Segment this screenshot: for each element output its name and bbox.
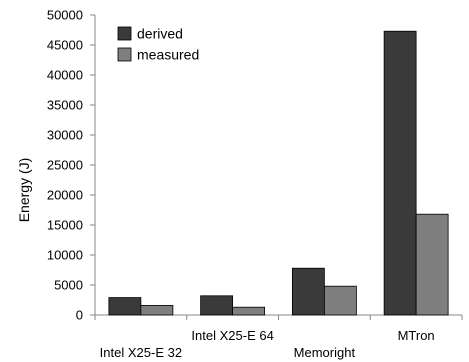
legend-label-derived: derived (137, 26, 183, 42)
category-label: Intel X25-E 64 (191, 328, 273, 343)
legend-swatch-derived (117, 26, 132, 41)
y-tick-label: 25000 (47, 158, 83, 173)
y-tick-label: 0 (76, 308, 83, 323)
bar-measured (323, 285, 357, 316)
category-label: Intel X25-E 32 (100, 345, 182, 360)
y-tick-label: 20000 (47, 188, 83, 203)
bar-derived (383, 30, 417, 316)
y-tick-label: 10000 (47, 248, 83, 263)
legend: derived measured (117, 26, 199, 63)
y-tick-label: 40000 (47, 68, 83, 83)
bar-measured (232, 306, 266, 316)
y-tick-label: 5000 (54, 278, 83, 293)
x-axis-category-labels: Intel X25-E 32 Intel X25-E 64 Memoright MTr… (100, 328, 435, 360)
y-tick-label: 35000 (47, 98, 83, 113)
y-tick-label: 15000 (47, 218, 83, 233)
bar-derived (200, 295, 234, 316)
y-axis-tick-labels: 0 5000 10000 15000 20000 25000 30000 35000 40000… (47, 8, 83, 323)
y-tick-label: 45000 (47, 38, 83, 53)
legend-label-measured: measured (137, 47, 199, 63)
y-axis-ticks (90, 14, 95, 316)
category-label: Memoright (294, 345, 356, 360)
y-tick-label: 50000 (47, 8, 83, 23)
bar-derived (291, 267, 325, 316)
legend-swatch-measured (117, 47, 132, 62)
y-axis-title: Energy (J) (16, 158, 32, 223)
x-axis-ticks (94, 315, 463, 320)
bar-derived (108, 297, 142, 316)
category-label: MTron (398, 328, 435, 343)
y-tick-label: 30000 (47, 128, 83, 143)
bar-measured (415, 213, 449, 316)
bars (108, 30, 449, 316)
bar-measured (140, 304, 174, 316)
